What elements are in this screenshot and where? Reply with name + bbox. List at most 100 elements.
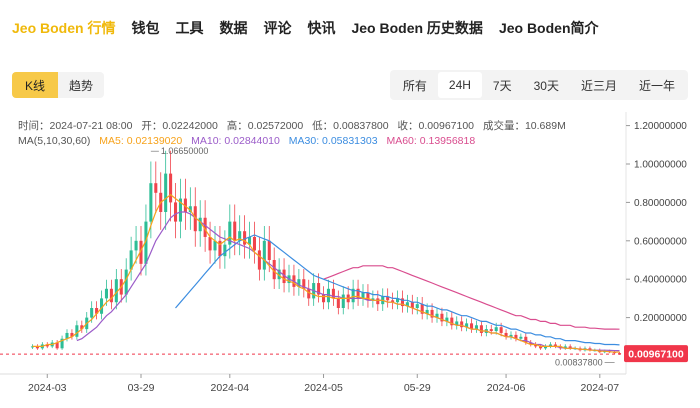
candle — [282, 269, 286, 284]
candle — [326, 288, 330, 303]
candle — [539, 346, 543, 349]
chart-type-toggle: K线 趋势 — [12, 72, 104, 98]
candle — [100, 298, 104, 314]
candle — [415, 304, 419, 308]
ma10-line — [76, 211, 620, 352]
nav-item-comments[interactable]: 评论 — [263, 20, 292, 36]
candle — [440, 313, 444, 322]
candle — [470, 323, 474, 330]
candle — [322, 294, 326, 303]
candle — [302, 279, 306, 289]
tab-trend[interactable]: 趋势 — [58, 72, 104, 98]
candle — [183, 198, 187, 212]
nav-item-data[interactable]: 数据 — [219, 20, 248, 36]
candle — [529, 342, 533, 345]
candle — [149, 183, 153, 222]
nav-item-news[interactable]: 快讯 — [307, 20, 336, 36]
candle — [80, 325, 84, 330]
candle — [534, 344, 538, 347]
candle — [218, 240, 222, 257]
nav-item-history[interactable]: Jeo Boden 历史数据 — [351, 20, 483, 36]
candle — [509, 334, 513, 337]
nav-item-tools[interactable]: 工具 — [175, 20, 204, 36]
candle — [317, 283, 321, 295]
candle — [356, 288, 360, 299]
candle — [104, 288, 108, 299]
nav-item-market[interactable]: Jeo Boden 行情 — [12, 20, 116, 36]
candle — [450, 317, 454, 326]
ma-label: MA(5,10,30,60) — [18, 135, 91, 147]
candle — [341, 294, 345, 308]
candle — [618, 353, 622, 355]
candle — [499, 327, 503, 333]
candle — [114, 279, 118, 303]
y-tick-label: 0.20000000 — [634, 313, 687, 324]
range-30d[interactable]: 30天 — [533, 78, 559, 93]
range-3m[interactable]: 近三月 — [580, 78, 617, 93]
info-low: 低：0.00837800 — [312, 120, 389, 132]
range-all[interactable]: 所有 — [402, 78, 427, 93]
x-tick-label: 2024-07 — [581, 382, 620, 394]
nav-item-wallet[interactable]: 钱包 — [131, 20, 160, 36]
info-close: 收：0.00967100 — [397, 120, 475, 132]
ma10-value: MA10: 0.02844010 — [191, 135, 280, 147]
candle — [75, 325, 79, 337]
ma-info: MA(5,10,30,60) MA5: 0.02139020 MA10: 0.0… — [18, 135, 481, 147]
candle — [60, 338, 64, 349]
candle — [95, 308, 99, 314]
candle — [435, 313, 439, 318]
candle — [425, 309, 429, 314]
candle — [228, 221, 232, 245]
candle — [420, 304, 424, 314]
x-tick-label: 2024-06 — [487, 382, 526, 394]
candle — [548, 344, 552, 347]
candle — [553, 344, 557, 347]
candle — [109, 288, 113, 303]
range-7d[interactable]: 7天 — [492, 78, 512, 93]
candle — [588, 348, 592, 351]
candle — [154, 183, 158, 193]
tab-kline[interactable]: K线 — [12, 72, 58, 98]
candle — [455, 321, 459, 326]
candle — [252, 236, 256, 251]
candle — [203, 217, 207, 237]
candle — [307, 288, 311, 299]
candle — [129, 250, 133, 270]
candle — [134, 240, 138, 251]
ma5-line — [32, 193, 620, 353]
info-time: 时间：2024-07-21 08:00 — [18, 120, 133, 132]
nav-item-intro[interactable]: Jeo Boden简介 — [498, 20, 599, 36]
candle — [238, 231, 242, 241]
candle — [90, 308, 94, 318]
high-price-label: 1.06650000 — [161, 146, 209, 156]
candlestick-chart[interactable]: 1.20000000 1.00000000 0.80000000 0.60000000… — [0, 112, 700, 408]
candle — [243, 231, 247, 245]
candle — [489, 329, 493, 332]
candle — [460, 321, 464, 328]
candle — [410, 302, 414, 308]
candle — [174, 202, 178, 222]
candle — [233, 221, 237, 241]
ma60-value: MA60: 0.13956818 — [386, 135, 476, 147]
candle — [193, 206, 197, 232]
candle — [124, 269, 128, 295]
y-tick-label: 0.40000000 — [634, 275, 687, 286]
candle — [277, 269, 281, 280]
y-tick-label: 1.00000000 — [634, 160, 687, 171]
candle — [514, 334, 518, 339]
candle — [223, 244, 227, 257]
candle — [396, 298, 400, 303]
candle — [139, 240, 143, 264]
info-open: 开：0.02242000 — [141, 120, 218, 132]
range-selector: 所有 24H 7天 30天 近三月 近一年 — [389, 70, 688, 100]
ma60-line — [323, 265, 620, 330]
candle — [144, 221, 148, 264]
candle — [568, 346, 572, 349]
candle — [376, 298, 380, 305]
x-tick-label: 2024-05 — [304, 382, 343, 394]
candle — [336, 298, 340, 308]
range-1y[interactable]: 近一年 — [638, 78, 675, 93]
candle — [351, 288, 355, 303]
candle — [524, 336, 528, 343]
range-24h[interactable]: 24H — [437, 72, 482, 98]
